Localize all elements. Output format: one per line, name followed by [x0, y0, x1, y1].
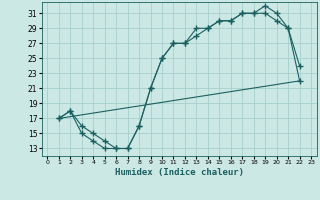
X-axis label: Humidex (Indice chaleur): Humidex (Indice chaleur) [115, 168, 244, 177]
